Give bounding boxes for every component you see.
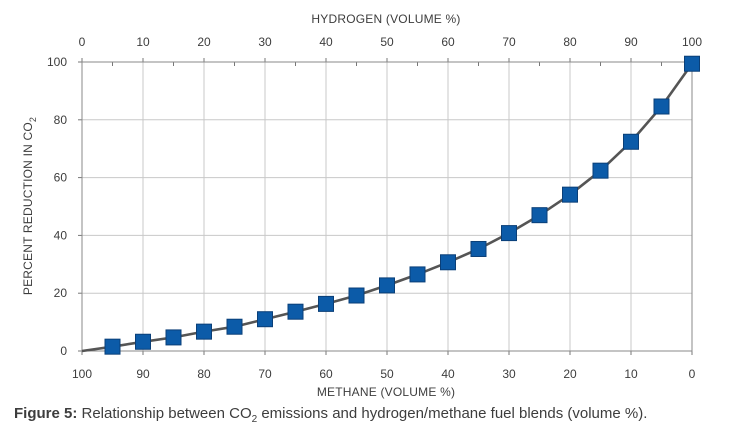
bottom-tick-label: 80 [197, 367, 211, 381]
data-point [409, 266, 426, 283]
caption-label: Figure 5: [14, 405, 78, 422]
data-point [562, 186, 578, 203]
y-tick-label: 100 [47, 55, 67, 69]
top-tick-label: 80 [563, 35, 577, 49]
data-point [501, 225, 517, 242]
y-axis-title-main: PERCENT REDUCTION IN CO [21, 122, 35, 295]
y-axis-title: PERCENT REDUCTION IN CO2 [21, 117, 38, 295]
data-point [379, 277, 395, 294]
y-tick-label: 0 [60, 344, 67, 358]
grid [82, 62, 692, 351]
data-point [226, 318, 243, 335]
bottom-tick-label: 30 [502, 367, 516, 381]
data-point [440, 254, 456, 271]
data-point [318, 295, 334, 312]
data-point [165, 329, 182, 346]
y-tick-label: 40 [54, 228, 68, 242]
data-point [623, 133, 639, 150]
data-point [287, 303, 304, 320]
top-tick-label: 0 [79, 35, 86, 49]
top-tick-label: 30 [258, 35, 272, 49]
data-point [348, 287, 365, 304]
data-point [257, 311, 273, 328]
y-tick-label: 80 [54, 113, 68, 127]
bottom-tick-label: 90 [136, 367, 150, 381]
data-point [104, 338, 121, 355]
bottom-tick-label: 50 [380, 367, 394, 381]
chart: 0 10 20 30 40 50 60 70 80 90 100 100 90 80 70 60 50 40 30… [21, 12, 703, 399]
bottom-tick-label: 70 [258, 367, 272, 381]
top-tick-label: 10 [136, 35, 150, 49]
top-axis-ticks: 0 10 20 30 40 50 60 70 80 90 100 [79, 35, 703, 49]
data-point [653, 98, 670, 115]
bottom-tick-label: 100 [72, 367, 92, 381]
bottom-tick-label: 20 [563, 367, 577, 381]
bottom-tick-label: 40 [441, 367, 455, 381]
caption-text-before: Relationship between CO [77, 405, 252, 422]
bottom-tick-label: 60 [319, 367, 333, 381]
top-tick-label: 100 [682, 35, 702, 49]
data-series [81, 55, 700, 355]
y-axis-ticks: 0 20 40 60 80 100 [47, 55, 67, 358]
top-tick-label: 20 [197, 35, 211, 49]
data-point [135, 333, 151, 350]
bottom-axis-ticks: 100 90 80 70 60 50 40 30 20 10 0 [72, 367, 696, 381]
bottom-axis-title: METHANE (VOLUME %) [317, 385, 455, 399]
y-axis-title-sub: 2 [28, 117, 38, 122]
top-tick-label: 40 [319, 35, 333, 49]
y-tick-label: 60 [54, 171, 68, 185]
y-tick-label: 20 [54, 286, 68, 300]
axes [78, 58, 693, 355]
top-tick-label: 50 [380, 35, 394, 49]
caption-sub: 2 [251, 414, 258, 425]
data-point [196, 323, 212, 340]
bottom-tick-label: 10 [624, 367, 638, 381]
data-point [592, 162, 609, 179]
figure-caption: Figure 5: Relationship between CO2 emiss… [14, 405, 739, 425]
data-point [470, 240, 487, 257]
top-tick-label: 90 [624, 35, 638, 49]
top-tick-label: 60 [441, 35, 455, 49]
bottom-tick-label: 0 [689, 367, 696, 381]
plot-frame [81, 61, 693, 352]
data-point [531, 207, 548, 224]
caption-text-after: emissions and hydrogen/methane fuel blen… [257, 405, 648, 422]
data-point [684, 55, 700, 72]
top-tick-label: 70 [502, 35, 516, 49]
top-axis-title: HYDROGEN (VOLUME %) [311, 12, 460, 26]
